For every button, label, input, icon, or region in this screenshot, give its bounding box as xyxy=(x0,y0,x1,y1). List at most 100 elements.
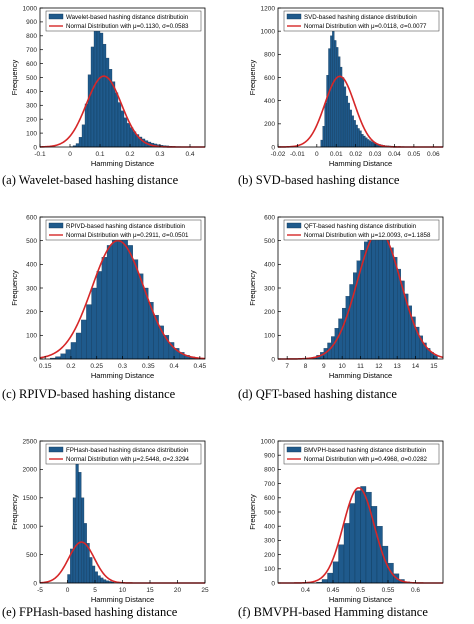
x-axis-label: Hamming Distance xyxy=(91,159,154,168)
x-tick-label: 0.15 xyxy=(39,363,52,370)
x-tick-label: -0.01 xyxy=(290,151,305,158)
histogram-bar xyxy=(367,234,372,360)
histogram-bar xyxy=(81,497,85,584)
y-axis-label: Frequency xyxy=(248,60,257,96)
legend-entry: SVD-based hashing distance distributioin xyxy=(304,14,417,21)
histogram-bar xyxy=(120,110,125,148)
x-tick-label: 15 xyxy=(146,587,154,594)
y-tick-label: 2500 xyxy=(23,438,38,445)
histogram-bar xyxy=(86,304,92,360)
x-tick-label: 0.2 xyxy=(125,151,134,158)
histogram-bar xyxy=(371,141,374,148)
y-tick-label: 2000 xyxy=(23,467,38,474)
histogram-bar xyxy=(332,561,339,584)
y-tick-label: 400 xyxy=(264,98,275,105)
histogram-bar xyxy=(96,271,103,360)
x-axis-label: Hamming Distance xyxy=(91,371,154,380)
legend-entry: Normal Distribution with μ=0.0118, σ=0.0… xyxy=(304,23,427,30)
x-tick-label: 11 xyxy=(357,363,364,370)
legend-box xyxy=(45,219,202,241)
x-tick-label: 5 xyxy=(93,587,97,594)
x-tick-label: 14 xyxy=(412,363,420,370)
y-tick-label: 1000 xyxy=(23,5,38,12)
histogram-bar xyxy=(100,577,104,584)
y-tick-label: 300 xyxy=(26,103,37,110)
y-tick-label: 800 xyxy=(264,467,275,474)
x-tick-label: 0 xyxy=(66,587,70,594)
subfigure-caption: (b) SVD-based hashing distance xyxy=(238,173,400,187)
histogram-bar xyxy=(327,572,334,584)
histogram-bar xyxy=(84,103,89,148)
histogram-bars xyxy=(312,228,438,360)
x-tick-label: 0.2 xyxy=(66,363,75,370)
x-tick-label: 0.45 xyxy=(194,363,207,370)
y-tick-label: 1200 xyxy=(261,5,276,12)
histogram-bar xyxy=(96,25,101,148)
histogram-bar xyxy=(365,137,368,148)
y-tick-label: 1000 xyxy=(261,438,276,445)
histogram-bar xyxy=(361,134,364,148)
y-axis-label: Frequency xyxy=(248,494,257,530)
y-tick-label: 0 xyxy=(271,144,275,151)
y-tick-label: 600 xyxy=(264,495,275,502)
histogram-bar xyxy=(122,235,128,360)
legend-swatch-histogram xyxy=(286,222,302,229)
y-tick-label: 100 xyxy=(26,130,37,137)
y-tick-label: 300 xyxy=(26,285,37,292)
chart-panel-4: -5 0 5 10 15 20 2505001000150020002500Hamming … xyxy=(2,438,209,619)
histogram-bar xyxy=(343,523,350,584)
histogram-bar xyxy=(338,56,341,148)
histogram-bar xyxy=(97,575,101,584)
histogram-bar xyxy=(103,579,107,584)
x-tick-label: 10 xyxy=(119,587,127,594)
x-tick-label: 13 xyxy=(394,363,402,370)
y-tick-label: 200 xyxy=(264,121,275,128)
histogram-bar xyxy=(364,241,368,360)
histogram-bar xyxy=(342,307,346,360)
histogram-bar xyxy=(363,135,366,148)
histogram-bar xyxy=(102,43,107,148)
histogram-bar xyxy=(375,228,379,360)
histogram-bar xyxy=(386,239,390,360)
subfigure-caption: (e) FPHash-based hashing distance xyxy=(2,605,178,619)
x-tick-label: 0.06 xyxy=(427,151,440,158)
histogram-bar xyxy=(137,273,144,360)
y-tick-label: 700 xyxy=(26,47,37,54)
histogram-bar xyxy=(83,523,87,584)
histogram-bar xyxy=(129,127,134,148)
y-tick-label: 500 xyxy=(264,509,275,516)
histogram-bar xyxy=(126,123,131,148)
y-tick-label: 200 xyxy=(26,117,37,124)
x-tick-label: 0.25 xyxy=(90,363,103,370)
y-tick-label: 500 xyxy=(26,238,37,245)
legend-entry: Normal Distribution with μ=0.2911, σ=0.0… xyxy=(66,232,189,239)
histogram-bar xyxy=(72,497,76,584)
histogram-bar xyxy=(341,77,345,148)
legend-entry: Normal Distribution with μ=0.1130, σ=0.0… xyxy=(66,23,189,30)
y-tick-label: 400 xyxy=(264,262,275,269)
histogram-bar xyxy=(345,296,350,360)
histogram-bar xyxy=(111,81,116,148)
x-tick-label: 0.3 xyxy=(118,363,127,370)
histogram-bars xyxy=(67,463,131,584)
y-axis-label: Frequency xyxy=(10,494,19,530)
y-tick-label: 400 xyxy=(26,262,37,269)
legend-entry: BMVPH-based hashing distance distributio… xyxy=(304,447,427,454)
histogram-bar xyxy=(87,74,92,148)
histogram-bar xyxy=(382,233,387,360)
y-tick-label: 800 xyxy=(264,52,275,59)
y-tick-label: 300 xyxy=(264,285,275,292)
y-tick-label: 500 xyxy=(26,75,37,82)
histogram-bar xyxy=(117,102,122,148)
histogram-bar xyxy=(324,102,327,148)
x-tick-label: 0.05 xyxy=(408,151,421,158)
x-tick-label: 0.03 xyxy=(369,151,382,158)
x-tick-label: 0.4 xyxy=(301,587,310,594)
legend-swatch-histogram xyxy=(48,13,64,20)
histogram-bar xyxy=(91,287,97,360)
histogram-bar xyxy=(354,490,361,584)
histogram-bar xyxy=(328,48,331,148)
y-tick-label: 500 xyxy=(26,552,37,559)
y-axis-label: Frequency xyxy=(10,270,19,306)
legend-box xyxy=(283,219,440,241)
